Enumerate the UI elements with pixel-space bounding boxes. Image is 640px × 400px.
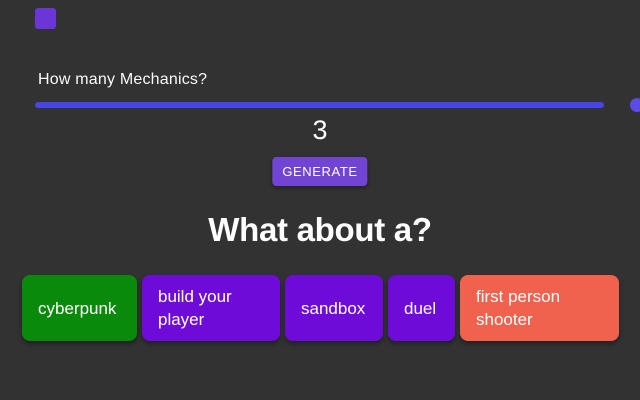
chip[interactable]: duel (388, 275, 455, 341)
chip[interactable]: cyberpunk (22, 275, 137, 341)
mechanics-slider[interactable] (35, 95, 640, 115)
results-heading: What about a? (208, 211, 432, 248)
chip[interactable]: build your player (142, 275, 280, 341)
generate-button[interactable]: GENERATE (272, 157, 368, 186)
mechanics-question-label: How many Mechanics? (38, 71, 208, 88)
chips-row: cyberpunk build your player sandbox duel fir… (22, 275, 619, 341)
slider-thumb[interactable] (630, 98, 640, 112)
slider-track (35, 102, 604, 108)
chip[interactable]: first person shooter (460, 275, 619, 341)
logo-square (35, 8, 56, 29)
mechanics-value: 3 (312, 115, 328, 145)
chip[interactable]: sandbox (285, 275, 383, 341)
